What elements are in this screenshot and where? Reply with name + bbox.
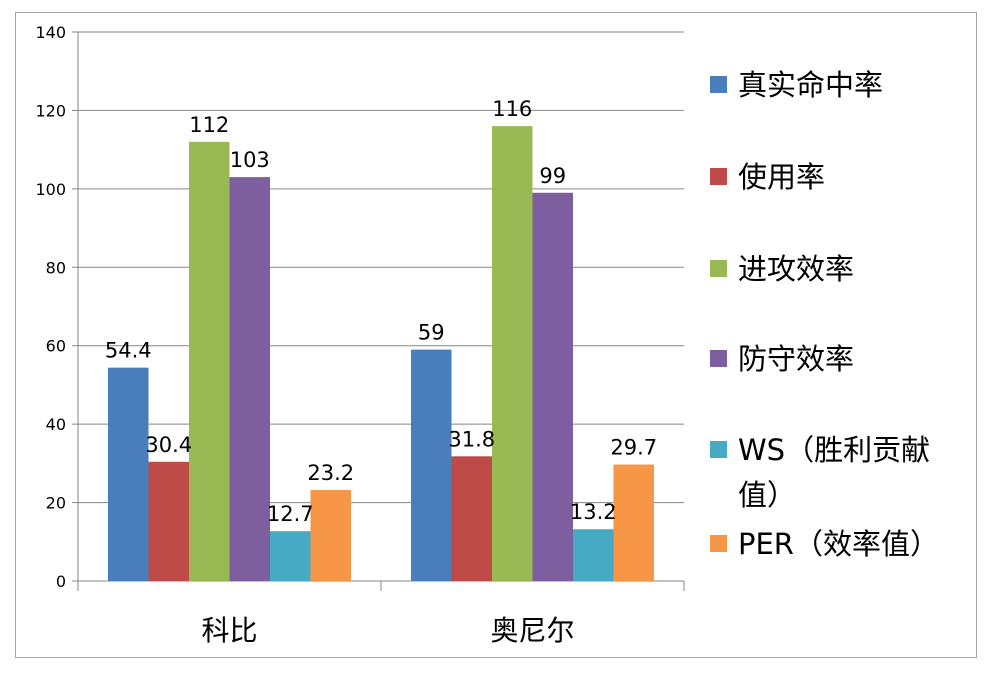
bar bbox=[532, 192, 573, 581]
bar bbox=[270, 531, 311, 581]
data-label: 30.4 bbox=[145, 433, 192, 457]
bar bbox=[411, 349, 452, 581]
legend-label: WS（胜利贡献 bbox=[738, 433, 930, 467]
bar bbox=[613, 464, 654, 581]
legend-swatch bbox=[710, 350, 727, 367]
data-label: 29.7 bbox=[610, 436, 657, 460]
y-tick-label: 140 bbox=[35, 23, 66, 42]
legend-swatch bbox=[710, 76, 727, 93]
data-label: 59 bbox=[418, 321, 445, 345]
data-label: 13.2 bbox=[570, 500, 617, 524]
data-label: 31.8 bbox=[448, 427, 495, 451]
bar bbox=[451, 456, 492, 581]
axes: 0 20 40 60 80 100 120 140 科比 奥尼尔 bbox=[35, 23, 685, 647]
data-label: 54.4 bbox=[105, 339, 152, 363]
x-category-label: 奥尼尔 bbox=[490, 614, 574, 647]
bar bbox=[189, 141, 230, 582]
data-label: 116 bbox=[492, 97, 532, 121]
legend-label: 使用率 bbox=[738, 160, 825, 194]
data-label: 23.2 bbox=[307, 461, 354, 485]
legend-swatch bbox=[710, 260, 727, 277]
bar bbox=[148, 461, 189, 581]
data-label: 112 bbox=[189, 113, 229, 137]
legend-label: 值） bbox=[738, 478, 796, 512]
y-tick-label: 0 bbox=[56, 572, 66, 591]
legend-swatch bbox=[710, 441, 727, 458]
bar bbox=[573, 529, 614, 581]
legend-label: 进攻效率 bbox=[738, 252, 854, 286]
legend-label: PER（效率值） bbox=[738, 527, 939, 561]
bar bbox=[492, 126, 533, 581]
x-category-label: 科比 bbox=[201, 614, 257, 647]
y-tick-label: 80 bbox=[46, 258, 66, 277]
legend-swatch bbox=[710, 535, 727, 552]
y-tick-label: 120 bbox=[35, 101, 66, 120]
bar bbox=[229, 177, 270, 582]
legend-label: 防守效率 bbox=[738, 342, 854, 376]
y-tick-label: 100 bbox=[35, 180, 66, 199]
bar bbox=[108, 367, 149, 581]
legend-label: 真实命中率 bbox=[738, 68, 883, 102]
data-label: 12.7 bbox=[267, 502, 314, 526]
data-label: 99 bbox=[539, 164, 566, 188]
y-tick-label: 40 bbox=[46, 415, 66, 434]
data-label: 103 bbox=[230, 148, 270, 172]
legend-swatch bbox=[710, 168, 727, 185]
y-tick-label: 60 bbox=[46, 337, 66, 356]
bars bbox=[108, 126, 654, 582]
bar bbox=[310, 490, 351, 581]
y-tick-label: 20 bbox=[46, 494, 66, 513]
